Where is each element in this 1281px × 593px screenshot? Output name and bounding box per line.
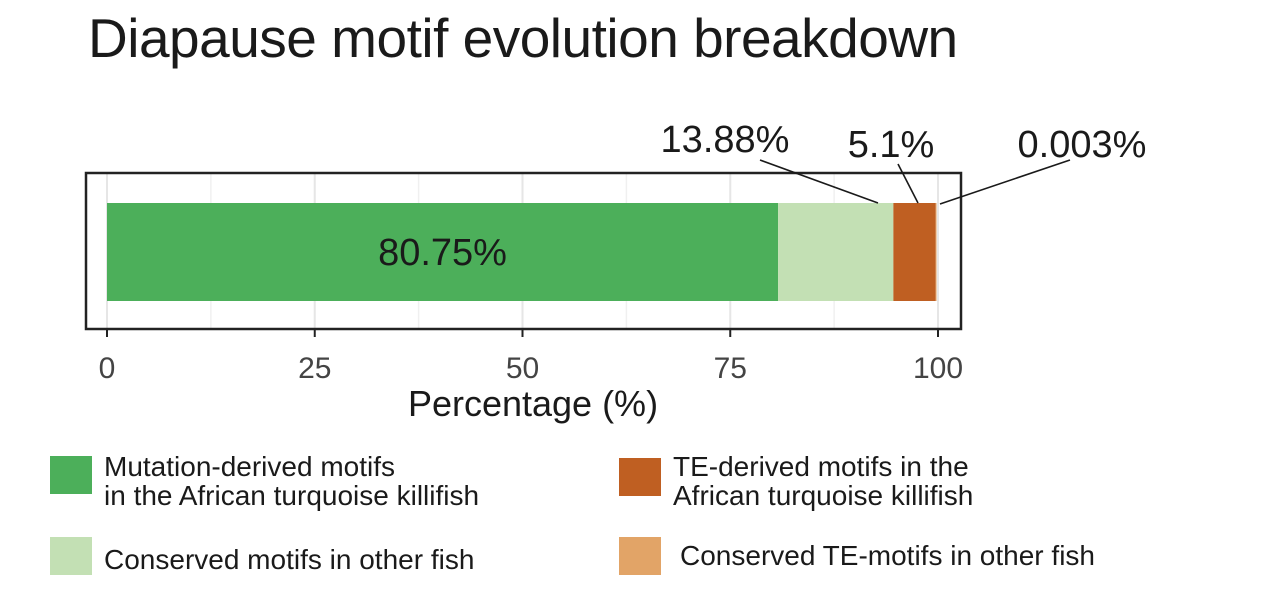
callout-line [939,159,1071,205]
callout-line [897,163,919,204]
bar-segment-3 [893,203,936,301]
data-label-callout: 0.003% [1018,124,1147,166]
x-tick-label: 75 [714,352,747,385]
legend-label-line1: Mutation-derived motifs [104,451,396,482]
data-labels: 80.75% 13.88% 5.1% 0.003% [378,119,1146,274]
legend-swatch [619,458,661,496]
data-label-callout: 13.88% [661,119,790,161]
bar-segment-4 [935,203,937,301]
legend-label: Conserved TE-motifs in other fish [680,540,1095,571]
legend-swatch [50,456,92,494]
x-axis-label: Percentage (%) [408,383,658,424]
x-axis-ticks: 0 25 50 75 100 [99,329,963,385]
chart-area: 0 25 50 75 100 80.75% 13.88% 5.1% 0.003% Percen… [84,119,1146,424]
bar-segment-1 [107,203,779,301]
legend-swatch [50,537,92,575]
x-tick-label: 50 [506,352,539,385]
x-tick-label: 100 [913,352,963,385]
data-label-inside: 80.75% [378,232,507,274]
data-label-callout: 5.1% [848,124,935,166]
x-tick-label: 25 [298,352,331,385]
stacked-bar [107,203,937,301]
bar-segment-2 [778,203,894,301]
legend-label-line2: African turquoise killifish [673,480,974,511]
legend-label: Conserved motifs in other fish [104,544,475,575]
legend-label-line1: TE-derived motifs in the [673,451,969,482]
legend-label-line2: in the African turquoise killifish [104,480,480,511]
chart-title: Diapause motif evolution breakdown [88,7,958,69]
x-tick-label: 0 [99,352,116,385]
callout-line [759,159,879,204]
legend-swatch [619,537,661,575]
